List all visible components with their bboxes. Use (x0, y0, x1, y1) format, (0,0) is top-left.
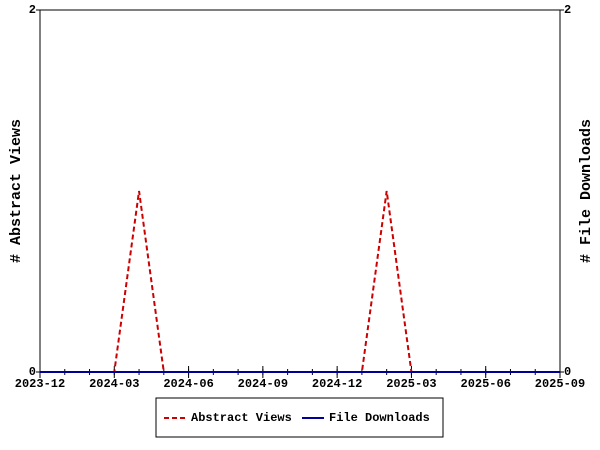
x-tick-label: 2025-09 (535, 377, 585, 391)
legend-label: File Downloads (329, 411, 430, 425)
x-tick-label: 2024-06 (163, 377, 213, 391)
y-tick-label: 2 (29, 3, 36, 17)
legend-label: Abstract Views (191, 411, 292, 425)
x-tick-label: 2025-03 (386, 377, 436, 391)
x-tick-label: 2023-12 (15, 377, 65, 391)
x-tick-label: 2025-06 (461, 377, 511, 391)
x-tick-label: 2024-03 (89, 377, 139, 391)
y-tick-label: 0 (29, 365, 36, 379)
x-tick-label: 2024-09 (238, 377, 288, 391)
y-axis-title: # Abstract Views (8, 119, 25, 263)
y2-tick-label: 2 (564, 3, 571, 17)
legend-box (155, 397, 444, 438)
y2-tick-label: 0 (564, 365, 571, 379)
y2-axis-title: # File Downloads (578, 119, 595, 263)
x-tick-label: 2024-12 (312, 377, 362, 391)
plot-frame (39, 9, 561, 373)
series-line (40, 190, 560, 373)
